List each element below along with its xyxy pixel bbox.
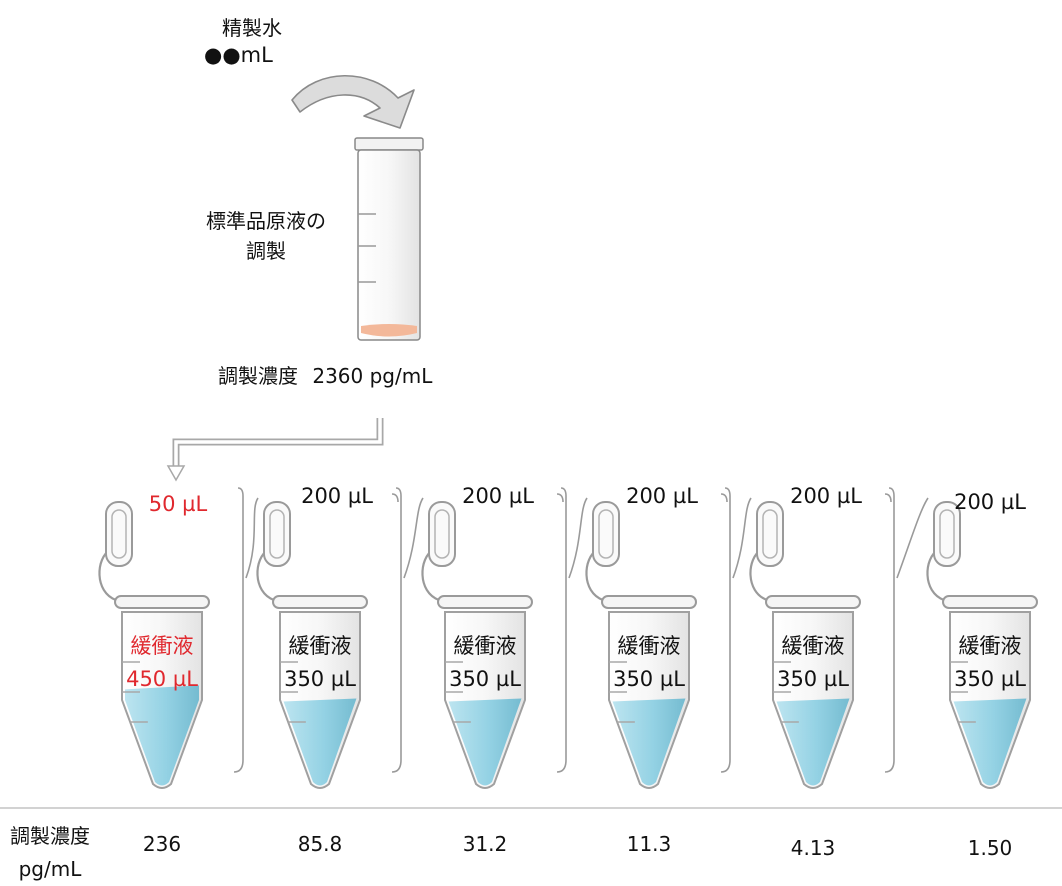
- concentration-6: 1.50: [967, 836, 1013, 860]
- tube-liquid-1: [125, 685, 199, 786]
- buffer-1-label: 緩衝液: [130, 634, 194, 658]
- transfer-curve-5: [896, 497, 929, 579]
- tube-rim-6: [942, 595, 1038, 609]
- tube-lid-3: [428, 501, 456, 567]
- water-label: 精製水: [222, 16, 282, 40]
- stock-label-line2: 調製: [246, 239, 286, 263]
- tube-3: [421, 487, 728, 789]
- buffer-2: 緩衝液 350 µL: [284, 630, 356, 695]
- buffer-3-volume: 350 µL: [449, 666, 521, 691]
- transfer-curve-3: [568, 497, 588, 579]
- stock-concentration-label: 調製濃度: [218, 364, 298, 388]
- tube-rim-2: [272, 595, 368, 609]
- transfer-volume-2: 200 µL: [301, 484, 373, 508]
- buffer-5-volume: 350 µL: [777, 666, 849, 691]
- concentration-2: 85.8: [297, 832, 343, 856]
- tube-liquid-3: [448, 698, 522, 786]
- buffer-2-volume: 350 µL: [284, 666, 356, 691]
- transfer-curve-1: [245, 497, 259, 579]
- transfer-bracket-4: [720, 487, 731, 773]
- concentration-header-label: 調製濃度: [10, 824, 90, 848]
- concentration-1: 236: [142, 832, 182, 856]
- transfer-curve-4: [732, 497, 752, 579]
- buffer-6-volume: 350 µL: [954, 666, 1026, 691]
- dilution-diagram: 精製水 ●●mL 標準品原液の 調製 調製濃度 2360 pg/mL 調製濃度 …: [0, 16, 1062, 881]
- water-volume: ●●mL: [204, 43, 273, 67]
- tube-liquid-4: [612, 698, 686, 786]
- buffer-4-volume: 350 µL: [613, 666, 685, 691]
- transfer-volume-3: 200 µL: [462, 484, 534, 508]
- transfer-bracket-2: [391, 487, 402, 773]
- transfer-volume-5: 200 µL: [790, 484, 862, 508]
- concentration-header-unit: pg/mL: [18, 857, 82, 881]
- buffer-3-label: 緩衝液: [453, 634, 517, 658]
- transfer-bracket-1: [233, 487, 244, 773]
- tube-liquid-2: [283, 698, 357, 786]
- buffer-4-label: 緩衝液: [617, 634, 681, 658]
- buffer-5-label: 緩衝液: [781, 634, 845, 658]
- buffer-3: 緩衝液 350 µL: [449, 630, 521, 695]
- stock-label-line1: 標準品原液の: [206, 209, 326, 233]
- tube-lid-5: [756, 501, 784, 567]
- tube-rim-5: [765, 595, 861, 609]
- tube-rim-3: [437, 595, 533, 609]
- pour-arrow: [291, 74, 415, 129]
- concentration-header: 調製濃度 pg/mL: [10, 820, 90, 886]
- transfer-volume-4: 200 µL: [626, 484, 698, 508]
- tube-rim-1: [114, 595, 210, 609]
- buffer-4: 緩衝液 350 µL: [613, 630, 685, 695]
- concentration-3: 31.2: [462, 832, 508, 856]
- tube-lid-2: [263, 501, 291, 567]
- transfer-volume-1: 50 µL: [148, 492, 208, 516]
- diagram-artwork: [0, 74, 1062, 809]
- transfer-curve-2: [403, 497, 424, 579]
- stock-tube: [354, 137, 424, 341]
- stock-label: 標準品原液の 調製: [206, 206, 326, 266]
- tube-4: [585, 487, 892, 789]
- tube-row: [98, 487, 1062, 789]
- tube-1: [98, 487, 399, 789]
- buffer-1-volume: 450 µL: [126, 666, 198, 691]
- tube-rim-4: [601, 595, 697, 609]
- buffer-5: 緩衝液 350 µL: [777, 630, 849, 695]
- buffer-6: 緩衝液 350 µL: [954, 630, 1026, 695]
- tube-liquid-5: [776, 698, 850, 786]
- transfer-volume-6: 200 µL: [954, 490, 1026, 514]
- buffer-1: 緩衝液 450 µL: [126, 630, 198, 695]
- concentration-4: 11.3: [626, 832, 672, 856]
- tube-6: [926, 501, 1038, 789]
- stock-concentration-value: 2360 pg/mL: [312, 364, 433, 388]
- stock-concentration: 調製濃度 2360 pg/mL: [218, 364, 432, 389]
- transfer-bracket-3: [556, 487, 567, 773]
- buffer-6-label: 緩衝液: [958, 634, 1022, 658]
- concentration-5: 4.13: [790, 836, 836, 860]
- tube-liquid-6: [953, 698, 1027, 786]
- tube-lid-1: [105, 501, 133, 567]
- tube-2: [256, 487, 564, 789]
- tube-lid-4: [592, 501, 620, 567]
- tube-5: [749, 487, 1062, 789]
- transfer-bracket-5: [884, 487, 895, 773]
- buffer-2-label: 緩衝液: [288, 634, 352, 658]
- transfer-arrow: [166, 418, 384, 482]
